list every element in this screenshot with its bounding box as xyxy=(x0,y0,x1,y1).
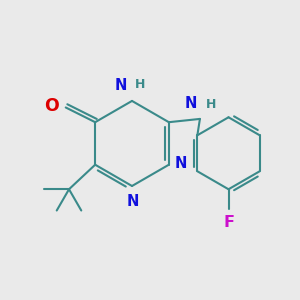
Text: H: H xyxy=(135,78,146,91)
Text: F: F xyxy=(223,215,234,230)
Text: O: O xyxy=(44,97,59,115)
Text: N: N xyxy=(175,156,187,171)
Text: N: N xyxy=(115,78,127,93)
Text: N: N xyxy=(127,194,139,209)
Text: H: H xyxy=(206,98,216,111)
Text: N: N xyxy=(185,96,197,111)
